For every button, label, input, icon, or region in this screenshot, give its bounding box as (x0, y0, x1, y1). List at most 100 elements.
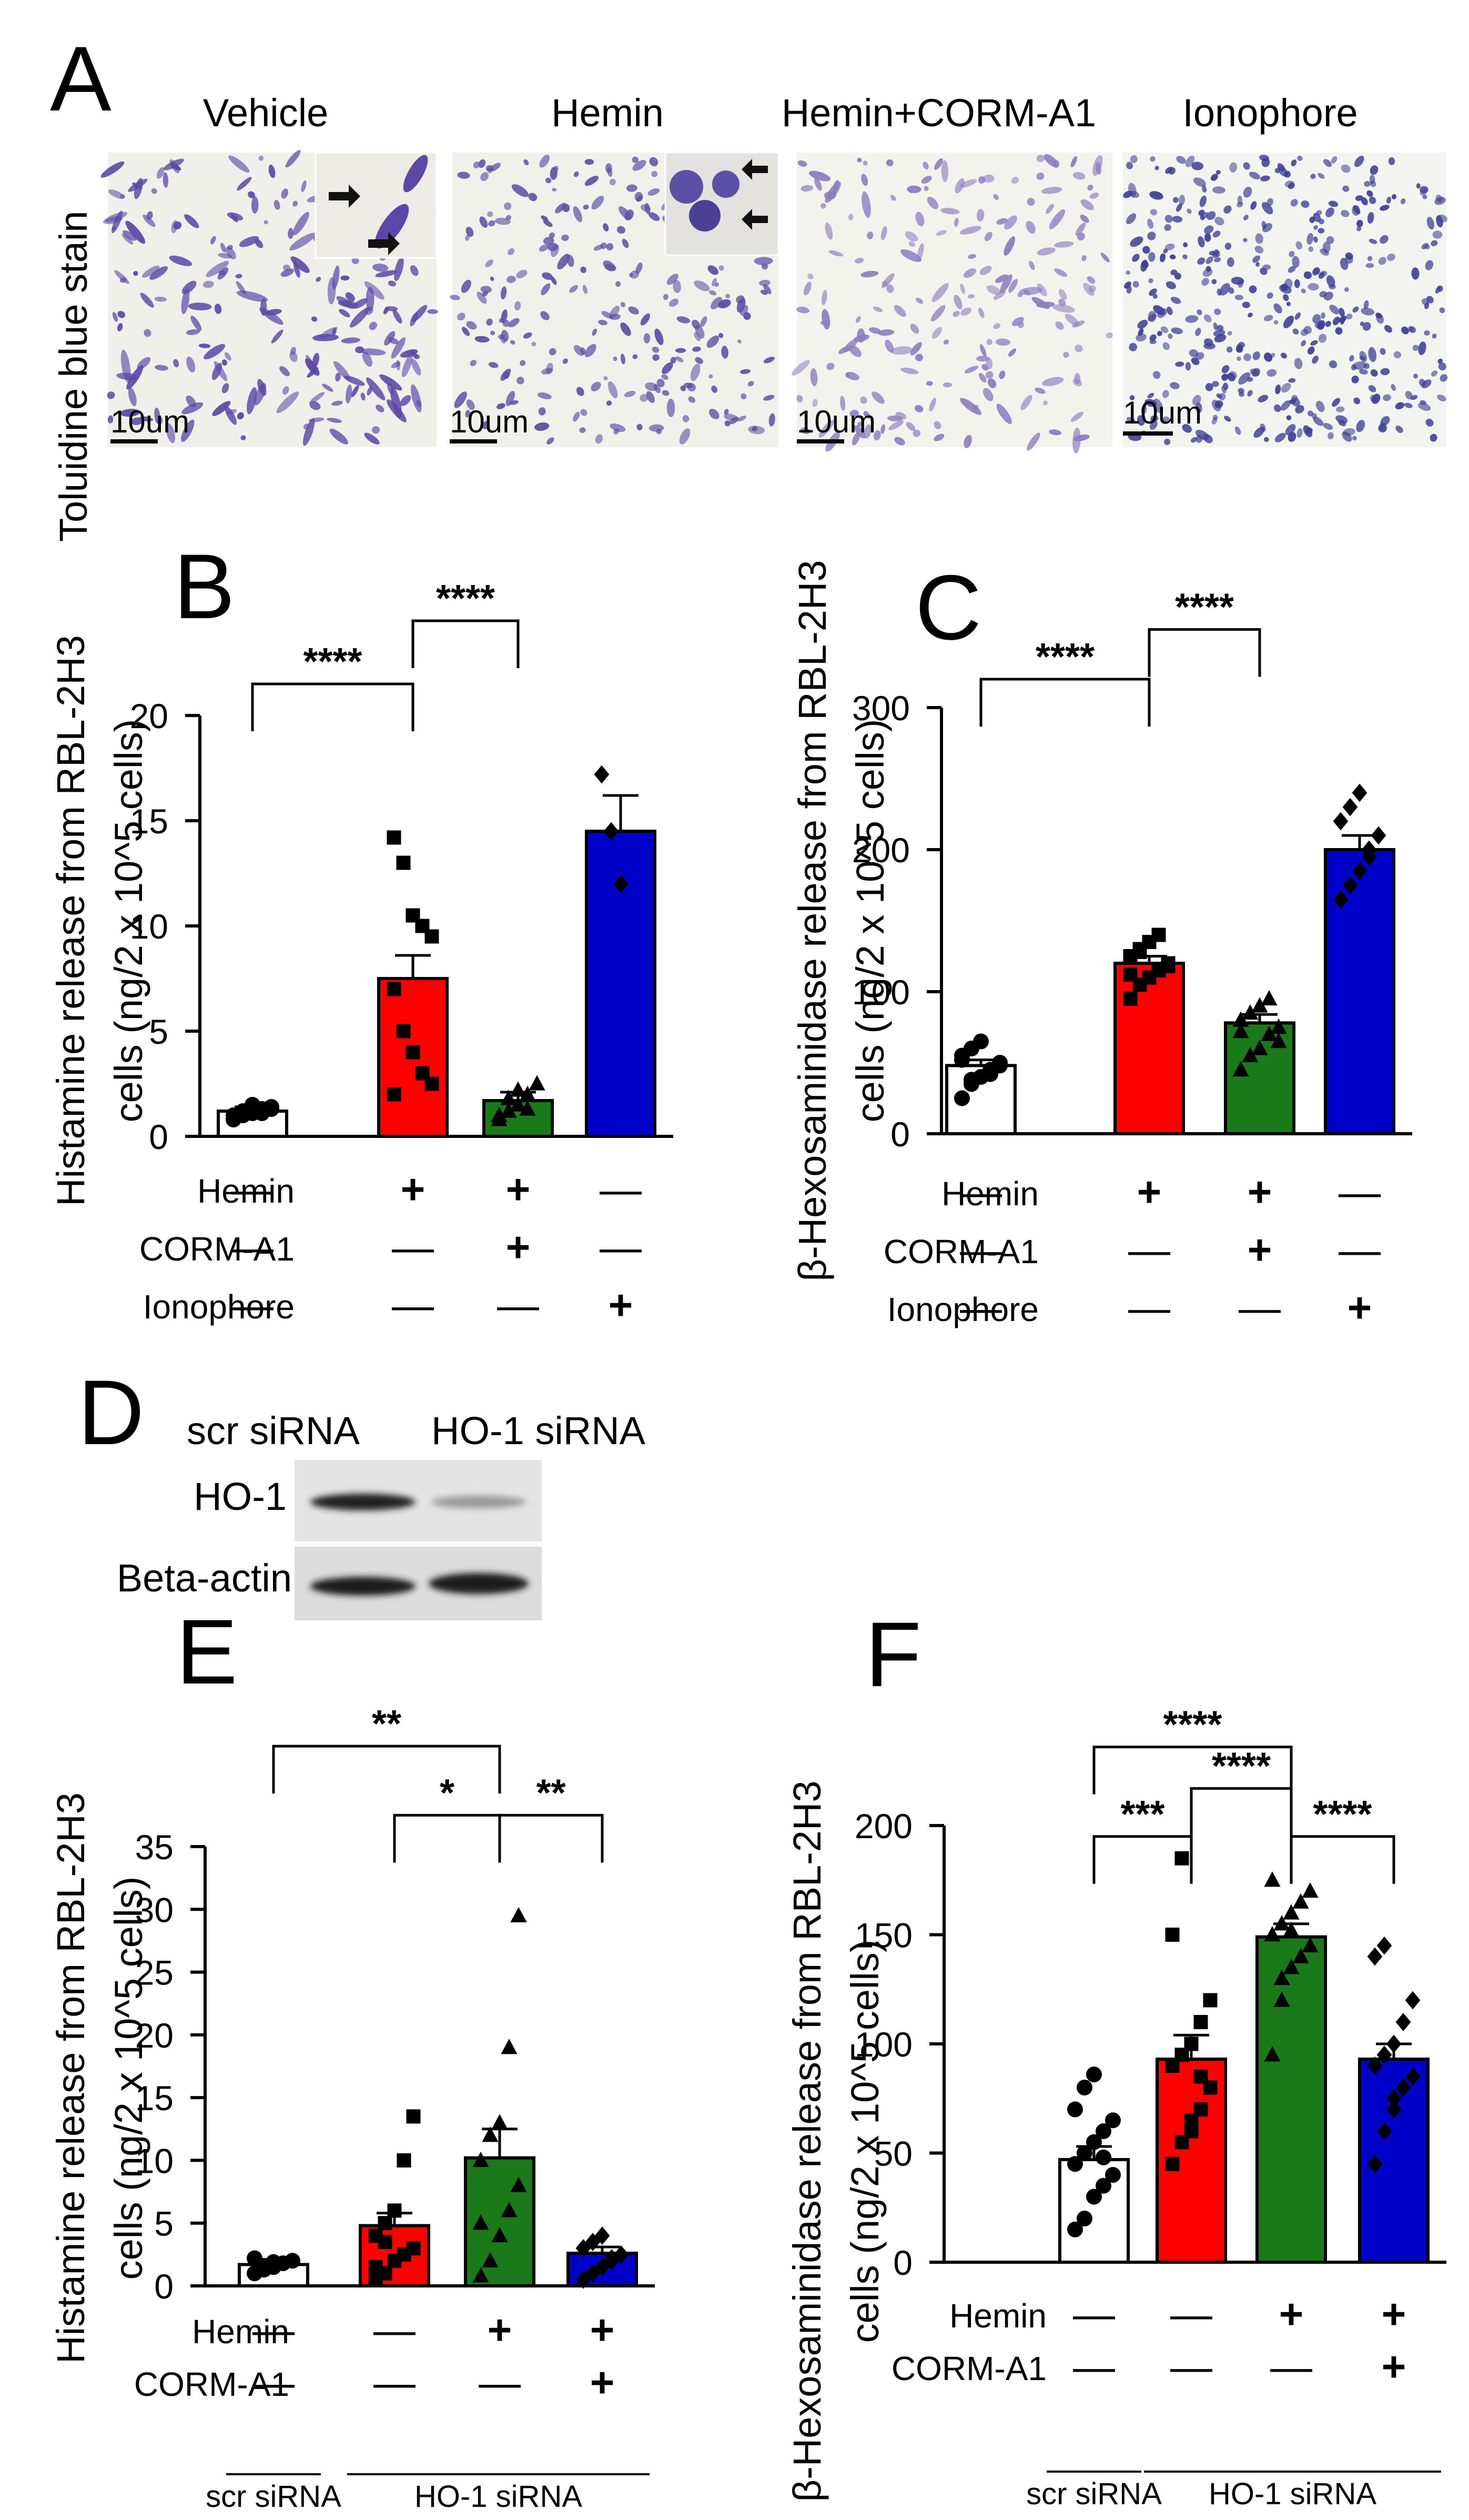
cell-mark (1316, 210, 1322, 216)
cell-mark (364, 432, 380, 445)
cell-mark (237, 177, 252, 191)
cell-mark (1426, 296, 1434, 304)
cell-mark (247, 387, 257, 415)
cell-mark (1281, 382, 1291, 393)
cell-mark (1154, 166, 1159, 170)
data-point-triangle (1264, 1871, 1281, 1887)
y-tick-label: 20 (135, 2016, 174, 2055)
minus-sign: — (252, 2306, 295, 2353)
cell-mark (1363, 363, 1370, 369)
bar (1255, 1935, 1327, 2264)
cell-mark (616, 226, 625, 234)
cell-mark (1291, 159, 1297, 167)
panel-letter-e: E (176, 1601, 238, 1703)
cell-mark (885, 339, 894, 353)
data-point-square (1151, 928, 1166, 942)
cell-mark (309, 401, 321, 410)
cell-mark (210, 236, 216, 245)
cell-mark (1070, 411, 1083, 422)
cell-mark (1370, 369, 1378, 377)
cell-mark (890, 346, 913, 355)
cell-mark (863, 411, 870, 419)
cell-mark (1301, 340, 1306, 347)
cell-mark (1370, 165, 1379, 175)
cell-mark (894, 437, 905, 446)
cell-mark (225, 247, 236, 259)
cell-mark (1176, 203, 1182, 212)
cell-mark (854, 425, 866, 439)
cell-mark (872, 391, 885, 404)
cell-mark (1312, 356, 1319, 364)
cell-mark (186, 356, 196, 372)
cell-mark (248, 191, 255, 198)
cell-mark (1422, 194, 1427, 199)
cell-mark (332, 265, 340, 290)
cell-mark (181, 419, 195, 442)
cell-mark (624, 390, 636, 397)
blot-row-actin: Beta-actin (117, 1556, 292, 1600)
cell-mark (647, 188, 660, 196)
significance-label: **** (1036, 636, 1095, 678)
plus-sign: + (1137, 1168, 1162, 1215)
cell-mark (613, 428, 620, 435)
cell-mark (411, 358, 421, 376)
cell-mark (1088, 285, 1096, 293)
data-point-square (406, 1045, 420, 1060)
data-point-triangle (1302, 1882, 1319, 1898)
cell-mark (271, 329, 283, 344)
chart-b-ylabel-1: Histamine release from RBL-2H3 (49, 635, 93, 1206)
cell-mark (486, 318, 493, 326)
minus-sign: — (600, 1166, 642, 1213)
data-point-triangle (1270, 1033, 1287, 1049)
micrograph-ionophore-title: Ionophore (1182, 91, 1357, 135)
cell-mark (1203, 314, 1212, 322)
cell-mark (894, 305, 906, 317)
cell-mark (914, 405, 924, 412)
cell-mark (170, 163, 181, 171)
data-point-square (397, 2153, 411, 2168)
cell-mark (682, 415, 690, 422)
cell-mark (350, 307, 370, 328)
y-tick-label: 150 (855, 1916, 913, 1955)
cell-mark (924, 186, 929, 191)
data-point-triangle (1273, 1991, 1290, 2007)
cell-mark (1418, 341, 1426, 356)
plus-sign: + (1279, 2291, 1304, 2337)
group-label: scr siRNA (206, 2479, 341, 2514)
cell-mark (913, 429, 921, 437)
cell-mark (886, 284, 894, 293)
cell-mark (724, 409, 729, 415)
cell-mark (1217, 288, 1222, 296)
cell-mark (662, 362, 673, 375)
cell-mark (1144, 399, 1157, 407)
cell-mark (128, 387, 137, 407)
cell-mark (225, 352, 231, 361)
cell-mark (1301, 200, 1310, 208)
cell-mark (801, 185, 814, 192)
cell-mark (1136, 333, 1147, 342)
data-point-square (1203, 1993, 1218, 2008)
cell-mark (364, 306, 373, 315)
group-label: HO-1 siRNA (414, 2479, 582, 2514)
cell-mark (1196, 402, 1202, 413)
y-tick-label: 0 (149, 1117, 168, 1156)
data-point-triangle (472, 2151, 489, 2168)
data-point-diamond (1395, 2078, 1411, 2097)
cell-mark (352, 298, 368, 309)
cell-mark (1058, 298, 1066, 306)
cell-mark (410, 312, 418, 327)
cell-mark (1349, 355, 1354, 362)
cell-mark (264, 220, 268, 225)
cell-mark (375, 270, 398, 277)
cell-mark (1439, 307, 1445, 314)
y-tick-label: 30 (135, 1890, 174, 1929)
cell-mark (1211, 399, 1221, 412)
data-point-triangle (1251, 1040, 1268, 1055)
cell-mark (661, 374, 668, 380)
cell-mark (1231, 277, 1244, 285)
data-point-triangle (1264, 1926, 1281, 1942)
cell-mark (1255, 233, 1263, 244)
data-point-square (1193, 2015, 1208, 2029)
cell-mark (496, 403, 505, 409)
data-point-diamond (1405, 1991, 1421, 2010)
